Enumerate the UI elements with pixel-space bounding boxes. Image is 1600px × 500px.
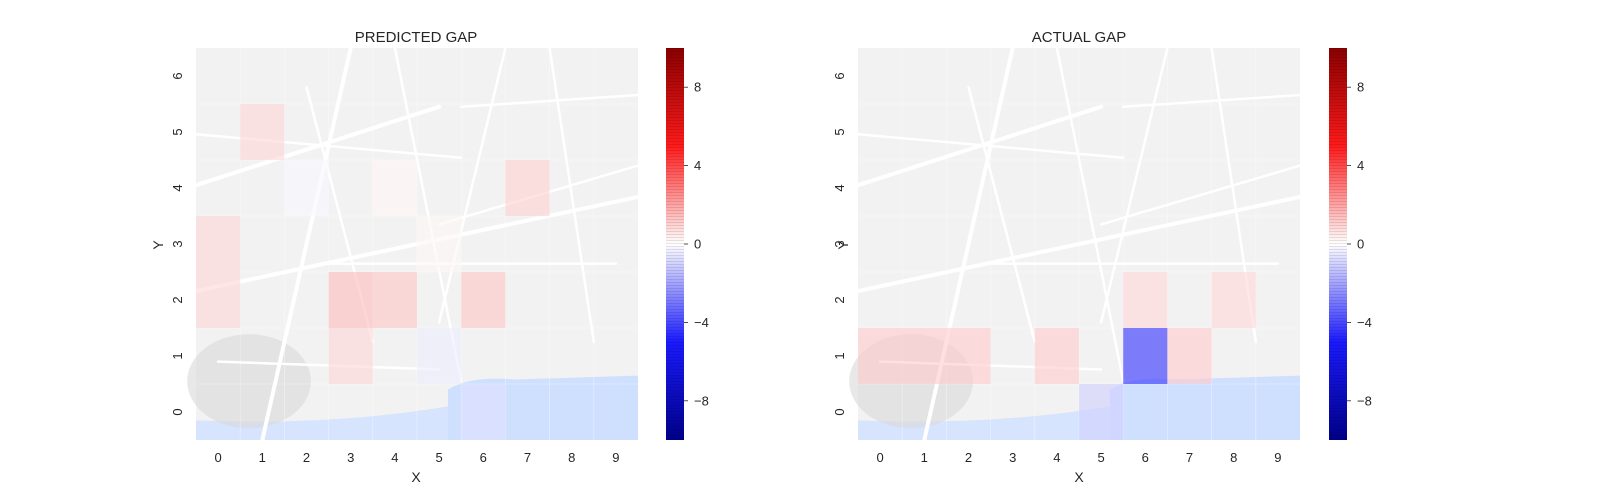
panel-predicted-gap: PREDICTED GAP 0 1 2 3 4 5 6 7 8 9 0 1 2 3 4 5 6 X Y [150,29,640,485]
y-tick-label: 1 [170,352,185,359]
y-tick-label: 2 [832,296,847,303]
x-tick-label: 0 [214,450,221,465]
map-river [1109,375,1300,440]
x-tick-label: 9 [612,450,619,465]
heatmap-cell [417,328,462,384]
y-tick-label: 4 [170,184,185,191]
colorbar-tick-label: 0 [694,237,701,252]
x-tick-label: 2 [965,450,972,465]
heatmap-cell [505,160,550,216]
heatmap-cell [196,216,241,272]
x-axis-label: X [1074,469,1084,485]
y-axis-label: Y [835,240,851,250]
colorbar-tick-labels: 8 4 0 −4 −8 [684,80,709,408]
y-axis-label: Y [150,240,166,250]
colorbar-tick-label: 4 [694,158,701,173]
x-tick-label: 6 [1142,450,1149,465]
heatmap-cell [372,160,417,216]
heatmap-cell [372,272,417,328]
heatmap-cell [461,272,506,328]
panel-actual-gap: ACTUAL GAP 0 1 2 3 4 5 6 7 8 9 0 1 2 3 4 5 6 X Y [832,29,1302,485]
heatmap-cell [461,384,506,440]
colorbar-actual: 8 4 0 −4 −8 [1329,48,1372,440]
map-road [260,46,353,442]
map-road [1055,46,1125,383]
colorbar-tick-label: 0 [1357,237,1364,252]
x-tick-label: 6 [480,450,487,465]
x-tick-label: 7 [1186,450,1193,465]
x-axis-label: X [411,469,421,485]
colorbar-tick-label: 4 [1357,158,1364,173]
heatmap-cell [328,272,373,328]
colorbar-tick-label: −8 [1357,393,1372,408]
y-tick-label: 5 [832,128,847,135]
map-road [1099,164,1302,226]
colorbar-tick-label: −8 [694,393,709,408]
colorbar-tick-label: −4 [694,315,709,330]
heatmap-cells [196,104,550,440]
y-tick-label: 2 [170,296,185,303]
heatmap-cell [1034,328,1079,384]
heatmap-cell [946,328,991,384]
heatmap-cell [1079,384,1124,440]
x-tick-labels: 0 1 2 3 4 5 6 7 8 9 [214,450,619,465]
map-road [1099,46,1169,324]
y-tick-labels: 0 1 2 3 4 5 6 [832,72,847,415]
x-tick-label: 8 [1230,450,1237,465]
heatmap-cell [284,160,329,216]
heatmap-cell [417,216,462,272]
x-tick-label: 9 [1274,450,1281,465]
y-tick-label: 4 [832,184,847,191]
heatmap-cell [196,272,241,328]
y-tick-labels: 0 1 2 3 4 5 6 [170,72,185,415]
chart-title: PREDICTED GAP [355,29,478,46]
map-road [548,46,596,344]
y-tick-label: 3 [170,240,185,247]
heatmap-cell [858,328,903,384]
x-tick-label: 7 [524,450,531,465]
heatmap-cell [328,328,373,384]
map-road [437,46,507,324]
map-road [967,85,1037,344]
x-tick-label: 0 [876,450,883,465]
x-tick-label: 1 [259,450,266,465]
map-river [858,406,1110,440]
colorbar-texture [1329,48,1347,440]
heatmap-cells [858,272,1256,440]
y-tick-label: 0 [170,408,185,415]
heatmap-cell [1211,272,1256,328]
colorbar-texture [666,48,684,440]
chart-title: ACTUAL GAP [1032,29,1126,46]
y-tick-label: 1 [832,352,847,359]
colorbar-tick-label: −4 [1357,315,1372,330]
x-tick-label: 3 [347,450,354,465]
x-tick-labels: 0 1 2 3 4 5 6 7 8 9 [876,450,1281,465]
x-tick-label: 2 [303,450,310,465]
colorbar-predicted: 8 4 0 −4 −8 [666,48,709,440]
x-tick-label: 4 [1053,450,1060,465]
x-tick-label: 3 [1009,450,1016,465]
heatmap-cell [1123,272,1168,328]
x-tick-label: 5 [435,450,442,465]
x-tick-label: 8 [568,450,575,465]
heatmap-cell [240,104,285,160]
heatmap-cell [1167,328,1212,384]
y-tick-label: 5 [170,128,185,135]
x-tick-label: 4 [391,450,398,465]
y-tick-label: 6 [832,72,847,79]
heatmap-cell [902,328,947,384]
x-tick-label: 5 [1097,450,1104,465]
y-tick-label: 6 [170,72,185,79]
colorbar-tick-label: 8 [1357,80,1364,95]
x-tick-label: 1 [921,450,928,465]
colorbar-tick-labels: 8 4 0 −4 −8 [1347,80,1372,408]
map-river [196,406,448,440]
y-tick-label: 0 [832,408,847,415]
map-terrain [187,334,311,429]
colorbar-tick-label: 8 [694,80,701,95]
map-road [393,46,463,383]
y-tick-label: 3 [832,240,847,247]
heatmap-cell [1123,328,1168,384]
